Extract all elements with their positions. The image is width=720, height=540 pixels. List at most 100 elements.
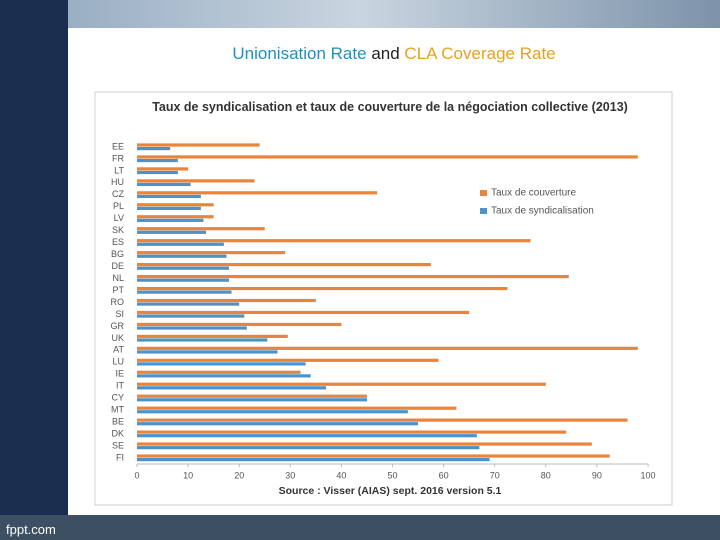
bar [137,242,224,246]
y-tick-label: LT [114,165,124,175]
bar [137,274,569,279]
bar [137,442,592,446]
y-tick-label: HU [111,177,124,187]
y-tick-label: FR [112,153,124,163]
legend-label: Taux de couverture [491,188,576,199]
bar [137,302,240,306]
y-tick-label: PL [113,201,124,211]
x-tick-label: 100 [640,470,655,480]
slide-title: Unionisation Rate and CLA Coverage Rate [68,44,720,64]
y-tick-label: GR [111,321,125,331]
bar [137,406,457,410]
title-part: Unionisation Rate [232,44,367,63]
footer: fppt.com [6,522,56,537]
bar [137,298,316,303]
bar [137,155,638,159]
title-part: and [371,44,400,63]
bar [137,286,508,291]
y-tick-label: BE [112,417,124,427]
bar [137,374,311,378]
bar [137,203,214,207]
bar [137,194,201,199]
bar [137,458,490,462]
bar [137,446,480,450]
title-part: CLA Coverage Rate [404,44,556,63]
bar [137,394,367,398]
bar [137,254,227,258]
bar [137,410,408,414]
bar [137,191,378,195]
bar [137,167,189,171]
legend-swatch [480,190,487,196]
bar [137,290,232,294]
bar [137,398,367,402]
y-tick-label: LV [114,213,124,223]
y-tick-label: ES [112,237,124,247]
x-tick-label: 20 [234,470,244,480]
bar [137,334,288,338]
y-tick-label: CZ [112,189,124,199]
chart-title: Taux de syndicalisation et taux de couve… [152,100,628,114]
bar [137,370,301,374]
bar [137,182,191,187]
x-tick-label: 50 [387,470,397,480]
y-tick-label: BG [111,249,124,259]
bar [137,430,567,434]
y-tick-label: NL [112,273,124,283]
bar [137,158,178,163]
bar [137,382,546,386]
bar [137,338,268,342]
bar [137,322,342,327]
y-tick-label: EE [112,141,124,151]
legend-label: Taux de syndicalisation [491,206,594,217]
bar [137,362,306,366]
bar [137,263,431,267]
bar [137,251,286,255]
y-tick-label: AT [113,345,124,355]
bar [137,230,206,234]
bar [137,314,245,318]
y-tick-label: IT [116,381,125,391]
x-tick-label: 10 [183,470,193,480]
y-tick-label: IE [115,369,124,379]
bar [137,418,628,422]
x-tick-label: 70 [490,470,500,480]
bar [137,218,204,222]
bar [137,266,229,270]
y-tick-label: PT [112,285,124,295]
bar [137,146,171,151]
y-tick-label: LU [112,357,124,367]
y-tick-label: SK [112,225,124,235]
bottom-strip [0,515,720,540]
bar [137,346,638,350]
source: Source : Visser (AIAS) sept. 2016 versio… [279,485,502,497]
x-tick-label: 60 [439,470,449,480]
bar [137,143,260,147]
bar [137,326,247,330]
bar [137,422,419,426]
y-tick-label: DE [111,261,124,271]
y-tick-label: SI [115,309,124,319]
bar [137,350,278,354]
bar [137,434,477,438]
y-tick-label: CY [111,393,124,403]
left-strip [0,0,68,540]
bar [137,386,327,390]
y-tick-label: RO [111,297,125,307]
x-tick-label: 0 [134,470,139,480]
x-tick-label: 40 [336,470,346,480]
x-tick-label: 80 [541,470,551,480]
bar [137,358,439,362]
y-tick-label: SE [112,440,124,450]
x-tick-label: 90 [592,470,602,480]
bar [137,215,214,219]
y-tick-label: DK [111,428,124,438]
bar [137,278,229,282]
bar [137,454,610,458]
y-tick-label: UK [111,333,124,343]
bar [137,179,255,183]
bar [137,227,265,231]
legend-swatch [480,208,487,214]
